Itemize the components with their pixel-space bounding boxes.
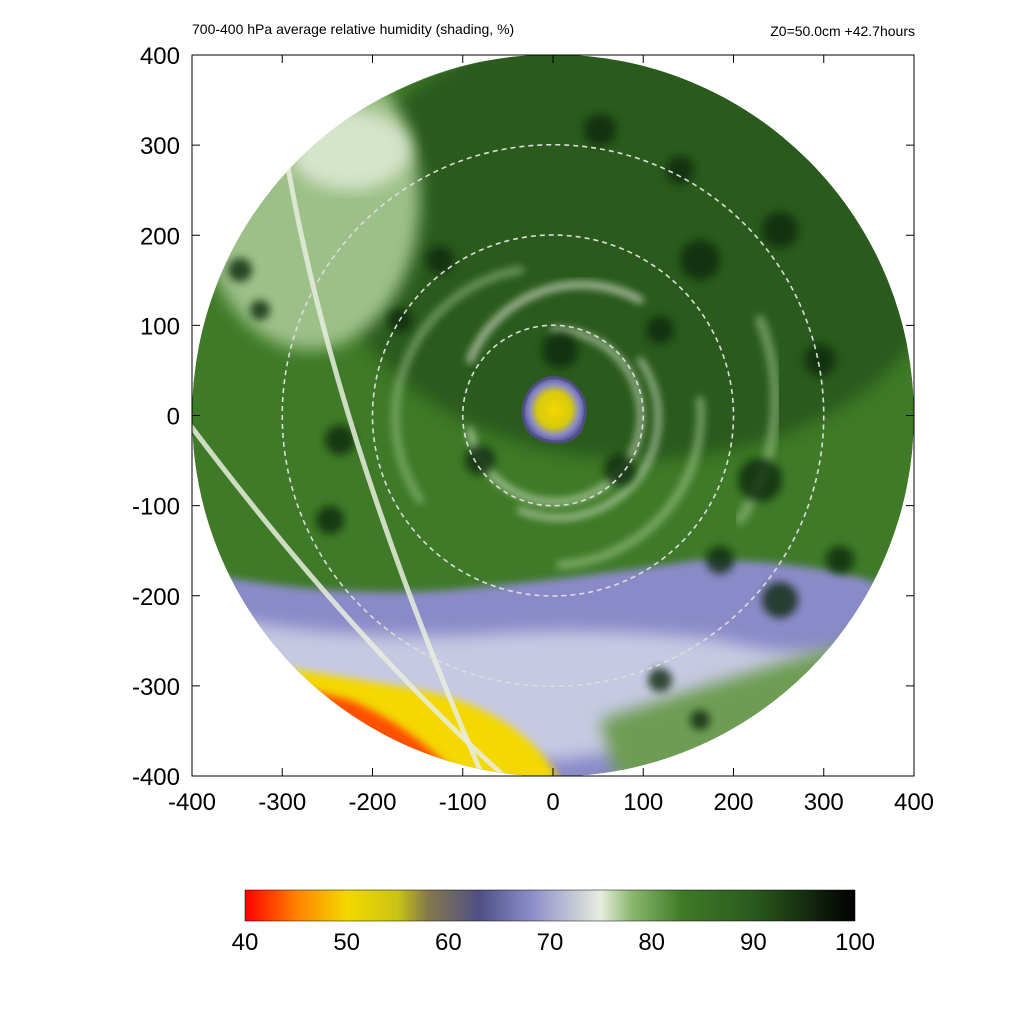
chart-subtitle: Z0=50.0cm +42.7hours xyxy=(770,23,915,39)
x-tick-label: 0 xyxy=(546,789,559,816)
colorbar xyxy=(244,889,856,922)
x-tick-labels: -400 -300 -200 -100 0 100 200 300 400 xyxy=(168,789,934,816)
light-region-nw xyxy=(290,110,410,190)
x-tick-label: -100 xyxy=(439,789,487,816)
x-tick-label: -300 xyxy=(258,789,306,816)
chart-title: 700-400 hPa average relative humidity (s… xyxy=(192,21,514,37)
range-rings xyxy=(281,143,825,688)
track-streak-1 xyxy=(282,149,483,771)
y-tick-label: -400 xyxy=(132,764,180,791)
colorbar-tick-label: 80 xyxy=(638,929,665,956)
colorbar-tick-label: 70 xyxy=(537,929,564,956)
y-tick-label: -100 xyxy=(132,494,180,521)
hurricane-eye xyxy=(521,376,587,444)
x-tick-label: 300 xyxy=(804,789,844,816)
colorbar-tick-label: 40 xyxy=(232,929,259,956)
colorbar-tick-label: 90 xyxy=(740,929,767,956)
y-tick-label: 300 xyxy=(140,133,180,160)
colorbar-tick-label: 50 xyxy=(333,929,360,956)
range-ring xyxy=(281,143,825,688)
y-tick-label: 100 xyxy=(140,313,180,340)
humidity-field xyxy=(192,54,914,777)
x-tick-label: 200 xyxy=(713,789,753,816)
colorbar-labels: 40 50 60 70 80 90 100 xyxy=(232,929,875,956)
y-tick-label: -200 xyxy=(132,584,180,611)
track-streak-2 xyxy=(192,423,522,777)
y-tick-label: 200 xyxy=(140,223,180,250)
colorbar-tick-label: 60 xyxy=(435,929,462,956)
x-tick-label: -200 xyxy=(348,789,396,816)
x-tick-label: 100 xyxy=(623,789,663,816)
y-tick-label: 400 xyxy=(140,43,180,70)
y-tick-labels: -400 -300 -200 -100 0 100 200 300 400 xyxy=(132,43,180,791)
range-ring xyxy=(461,324,645,507)
light-region-west xyxy=(200,54,420,350)
range-ring xyxy=(371,234,735,597)
x-tick-label: 400 xyxy=(894,789,934,816)
axis-ticks xyxy=(191,54,915,777)
y-tick-label: -300 xyxy=(132,674,180,701)
moist-cells xyxy=(228,114,854,730)
y-tick-label: 0 xyxy=(167,404,180,431)
x-tick-label: -400 xyxy=(168,789,216,816)
colorbar-tick-label: 100 xyxy=(835,929,875,956)
